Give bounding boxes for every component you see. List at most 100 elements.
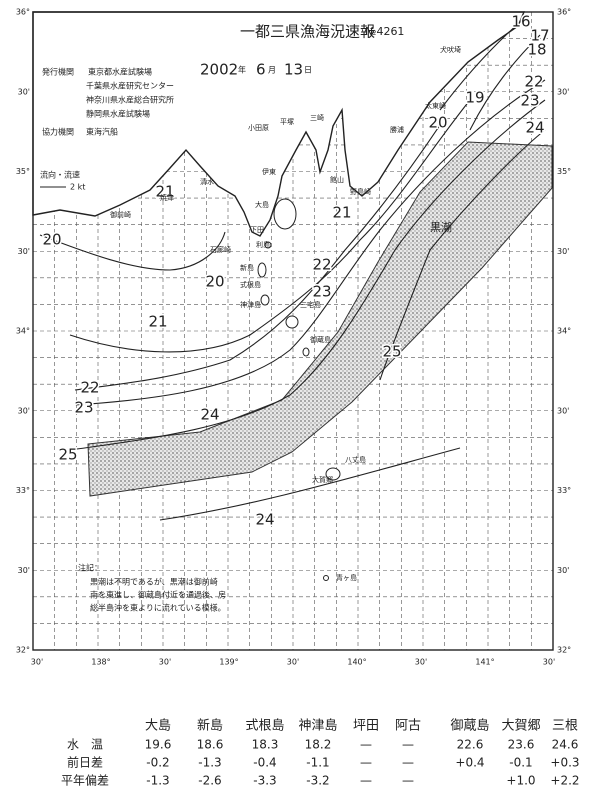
table-header: 式根島: [245, 719, 284, 734]
table-cell: -0.4: [253, 756, 276, 770]
month: 6: [256, 61, 266, 79]
table-header: 阿古: [395, 719, 421, 734]
isotherm: [74, 79, 546, 406]
place-name: 焼津: [160, 193, 174, 202]
place-name: 犬吠埼: [440, 45, 461, 54]
isotherm-label: 24: [525, 119, 544, 137]
place-name: 三崎: [310, 113, 324, 122]
isotherm-label: 20: [42, 231, 61, 249]
issuer-name: 静岡県水産試験場: [86, 109, 150, 119]
lat-label: 30': [557, 87, 569, 96]
lat-label: 36°: [16, 8, 30, 17]
note-line: 南を東進し、御蔵島付近を通過後、房: [90, 590, 226, 600]
place-name: 下田: [250, 226, 264, 234]
islands: [257, 198, 341, 581]
lat-label: 34°: [557, 327, 571, 336]
place-name: 勝浦: [390, 125, 404, 134]
lat-label: 35°: [16, 167, 30, 176]
land: [32, 11, 526, 237]
lat-label: 32°: [16, 646, 30, 655]
kuroshio: [87, 141, 553, 497]
table-cell: -1.3: [146, 774, 169, 788]
table-cell: —: [402, 756, 414, 770]
issuer-name: 神奈川県水産総合研究所: [86, 95, 174, 105]
place-name: 式根島: [240, 280, 261, 289]
isotherm-label: 20: [205, 273, 224, 291]
isotherm-label: 18: [527, 41, 546, 59]
lon-label: 139°: [219, 658, 238, 667]
island: [260, 294, 270, 306]
isotherm-label: 19: [465, 89, 484, 107]
place-name: 野島崎: [350, 187, 371, 196]
isotherm-label: 22: [524, 73, 543, 91]
island: [302, 347, 310, 357]
table-cell: +2.2: [550, 774, 579, 788]
table-cell: -3.2: [306, 774, 329, 788]
place-name: 利島: [256, 240, 270, 249]
lat-label: 30': [557, 406, 569, 415]
place-name: 御前崎: [110, 210, 131, 219]
table-header: 神津島: [298, 719, 337, 734]
lon-label: 30': [287, 658, 299, 667]
issuer-name: 千葉県水産研究センター: [86, 81, 174, 91]
day: 13: [284, 61, 303, 79]
scale-label: 流向・流速: [40, 170, 80, 180]
table-cell: -1.3: [198, 756, 221, 770]
isotherm-label: 23: [312, 283, 331, 301]
table-cell: —: [360, 774, 372, 788]
place-name: 清水: [200, 177, 214, 186]
lat-label: 36°: [557, 8, 571, 17]
isotherm: [69, 99, 471, 353]
table-cell: 18.2: [305, 738, 332, 752]
place-name: 太東崎: [425, 101, 446, 110]
place-name: 御蔵島: [310, 335, 331, 344]
map-frame: [32, 11, 554, 651]
table-cell: +0.3: [550, 756, 579, 770]
table-header: 大賀郷: [501, 719, 540, 734]
island: [285, 315, 299, 329]
isotherm-label: 24: [200, 406, 219, 424]
table-cell: -2.6: [198, 774, 221, 788]
table-cell: -0.2: [146, 756, 169, 770]
lat-label: 30': [18, 247, 30, 256]
isotherm-label: 23: [520, 92, 539, 110]
isotherm: [69, 99, 546, 451]
table-cell: 18.6: [197, 738, 224, 752]
table-cell: +1.0: [506, 774, 535, 788]
lat-label: 30': [18, 566, 30, 575]
lon-label: 140°: [347, 658, 366, 667]
place-name: 石廊崎: [210, 245, 231, 254]
table-cell: -1.1: [306, 756, 329, 770]
place-name: 神津島: [240, 300, 261, 309]
isotherm-label: 20: [428, 114, 447, 132]
note-line: 総半島沖を東よりに流れている模様。: [90, 603, 226, 613]
place-name: 小田原: [248, 123, 269, 132]
island: [325, 467, 341, 481]
row-label: 前日差: [67, 755, 103, 770]
table-cell: 24.6: [552, 738, 579, 752]
isotherm-label: 25: [382, 343, 401, 361]
place-name: 大賀郷: [312, 475, 333, 484]
isotherm-label: 17: [530, 27, 549, 45]
row-label: 平年偏差: [61, 773, 109, 788]
island: [264, 241, 272, 249]
table-cell: —: [360, 756, 372, 770]
isotherm-label: 25: [58, 446, 77, 464]
place-name: 平塚: [280, 117, 294, 126]
lat-label: 30': [557, 247, 569, 256]
lat-label: 30': [18, 87, 30, 96]
island: [323, 575, 329, 581]
note-line: 黒潮は不明であるが、黒潮は御前崎: [90, 577, 218, 587]
place-name: 青ヶ島: [336, 573, 357, 582]
table-header: 三根: [552, 719, 578, 734]
place-name: 三宅島: [300, 300, 321, 309]
table-cell: —: [360, 738, 372, 752]
isotherm-label: 16: [511, 13, 530, 31]
year: 2002: [200, 61, 238, 79]
isotherm: [469, 34, 541, 131]
lat-label: 34°: [16, 327, 30, 336]
table-header: 新島: [197, 718, 223, 734]
island: [273, 198, 297, 230]
table-header: 御蔵島: [450, 719, 489, 734]
place-name: 八丈島: [345, 455, 366, 464]
